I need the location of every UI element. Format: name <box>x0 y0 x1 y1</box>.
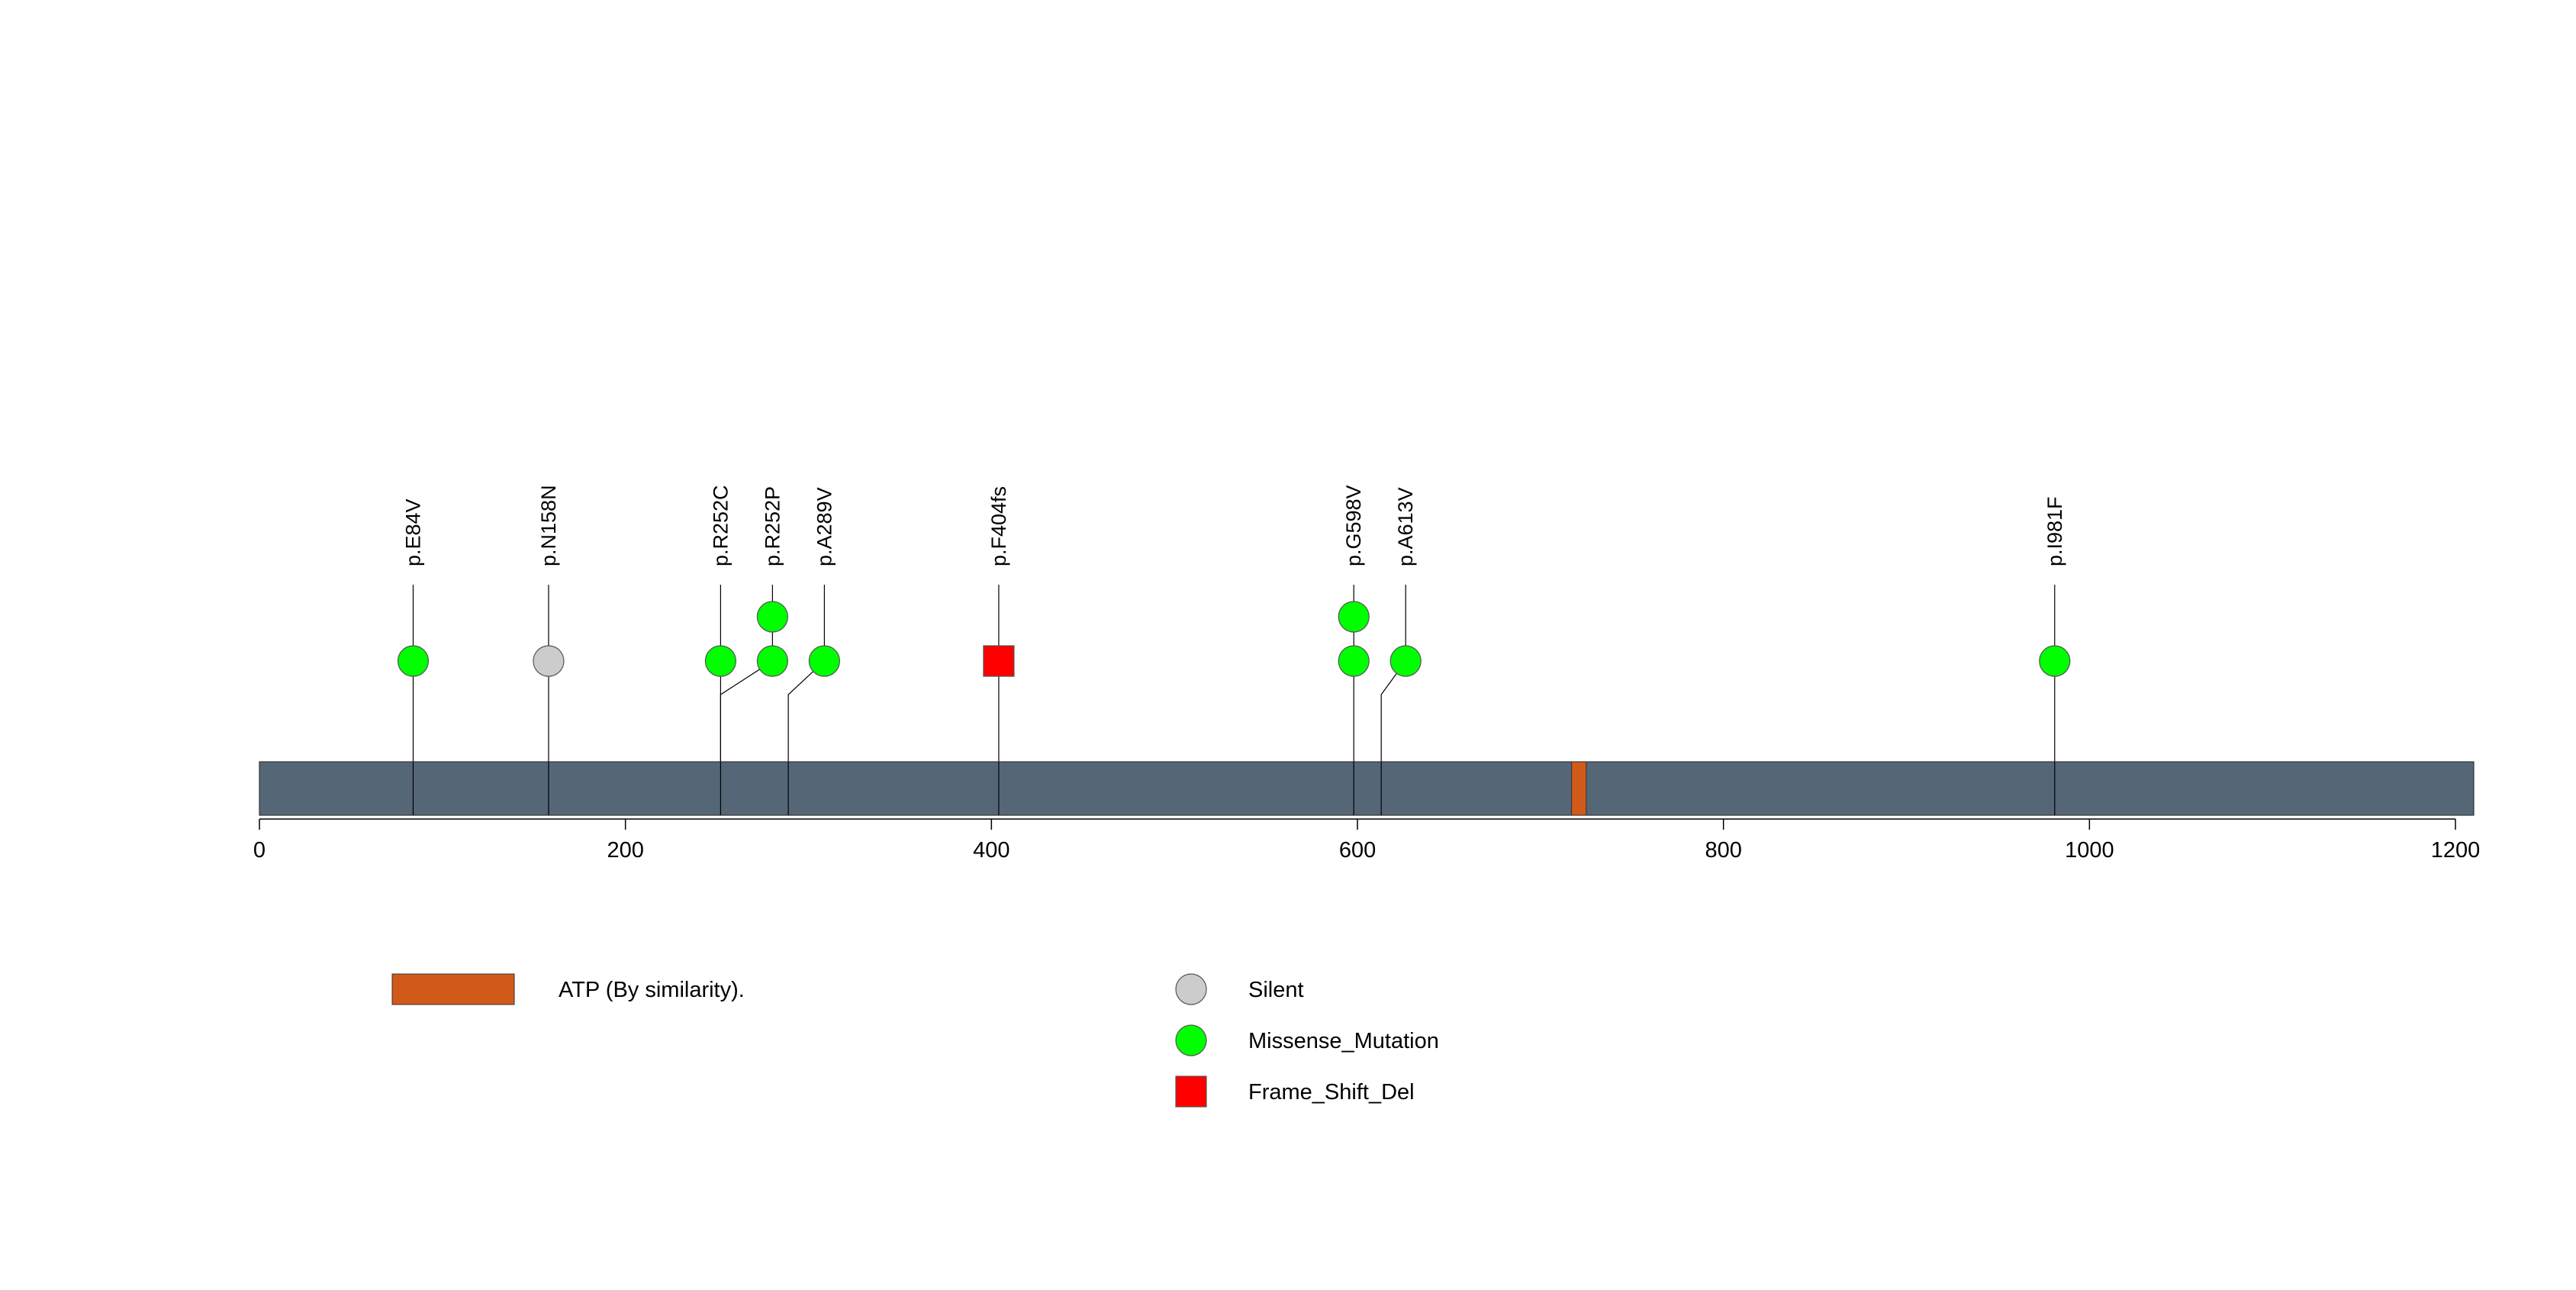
mutation-label-2: p.R252C <box>709 485 732 566</box>
marker-8-0 <box>2039 645 2071 677</box>
x-tick-label-2: 400 <box>973 838 1009 863</box>
legend-type-label-0: Silent <box>1248 978 1304 1002</box>
marker-4-0 <box>808 645 840 677</box>
marker-1-0 <box>533 645 565 677</box>
legend: ATP (By similarity). Silent Missense_Mutat… <box>391 973 1439 1108</box>
legend-type-label-2: Frame_Shift_Del <box>1248 1080 1415 1105</box>
marker-3-1 <box>756 601 788 633</box>
legend-type-swatch-0 <box>1175 973 1207 1005</box>
mutation-label-0: p.E84V <box>401 498 424 566</box>
mutation-label-5: p.F404fs <box>987 486 1010 566</box>
protein-bar <box>259 761 2475 816</box>
legend-domain-swatch-0 <box>391 973 515 1005</box>
legend-type-label-1: Missense_Mutation <box>1248 1029 1439 1053</box>
x-tick-label-6: 1200 <box>2431 838 2481 863</box>
x-tick-label-5: 1000 <box>2065 838 2114 863</box>
x-axis: 0 200 400 600 800 1000 1200 <box>253 818 2481 863</box>
mutation-label-8: p.I981F <box>2043 496 2066 566</box>
mutation-labels: p.E84V p.N158N p.R252C p.R252P p.A289V p.F404… <box>401 485 2066 566</box>
stem-7 <box>1380 585 1406 762</box>
mutation-stems <box>412 585 2056 762</box>
marker-7-0 <box>1389 645 1422 677</box>
marker-3-0 <box>756 645 788 677</box>
mutation-label-6: p.G598V <box>1342 485 1365 566</box>
marker-6-0 <box>1338 645 1370 677</box>
marker-5-0 <box>983 645 1015 677</box>
legend-type-swatch-1 <box>1175 1024 1207 1056</box>
marker-0-0 <box>397 645 430 677</box>
mutation-markers <box>397 601 2071 677</box>
mutation-label-7: p.A613V <box>1394 487 1417 566</box>
mutation-label-3: p.R252P <box>761 486 784 566</box>
mutation-label-1: p.N158N <box>537 485 560 566</box>
x-tick-label-0: 0 <box>253 838 266 863</box>
mutation-label-4: p.A289V <box>813 487 836 566</box>
x-tick-label-1: 200 <box>607 838 643 863</box>
x-tick-label-3: 600 <box>1339 838 1376 863</box>
protein-track <box>259 761 2475 816</box>
legend-type-swatch-2 <box>1175 1076 1207 1108</box>
stem-4 <box>787 585 825 762</box>
x-tick-label-4: 800 <box>1705 838 1741 863</box>
legend-domain-label-0: ATP (By similarity). <box>559 978 745 1002</box>
marker-2-0 <box>704 645 736 677</box>
domain-0 <box>1571 761 1587 816</box>
marker-6-1 <box>1338 601 1370 633</box>
